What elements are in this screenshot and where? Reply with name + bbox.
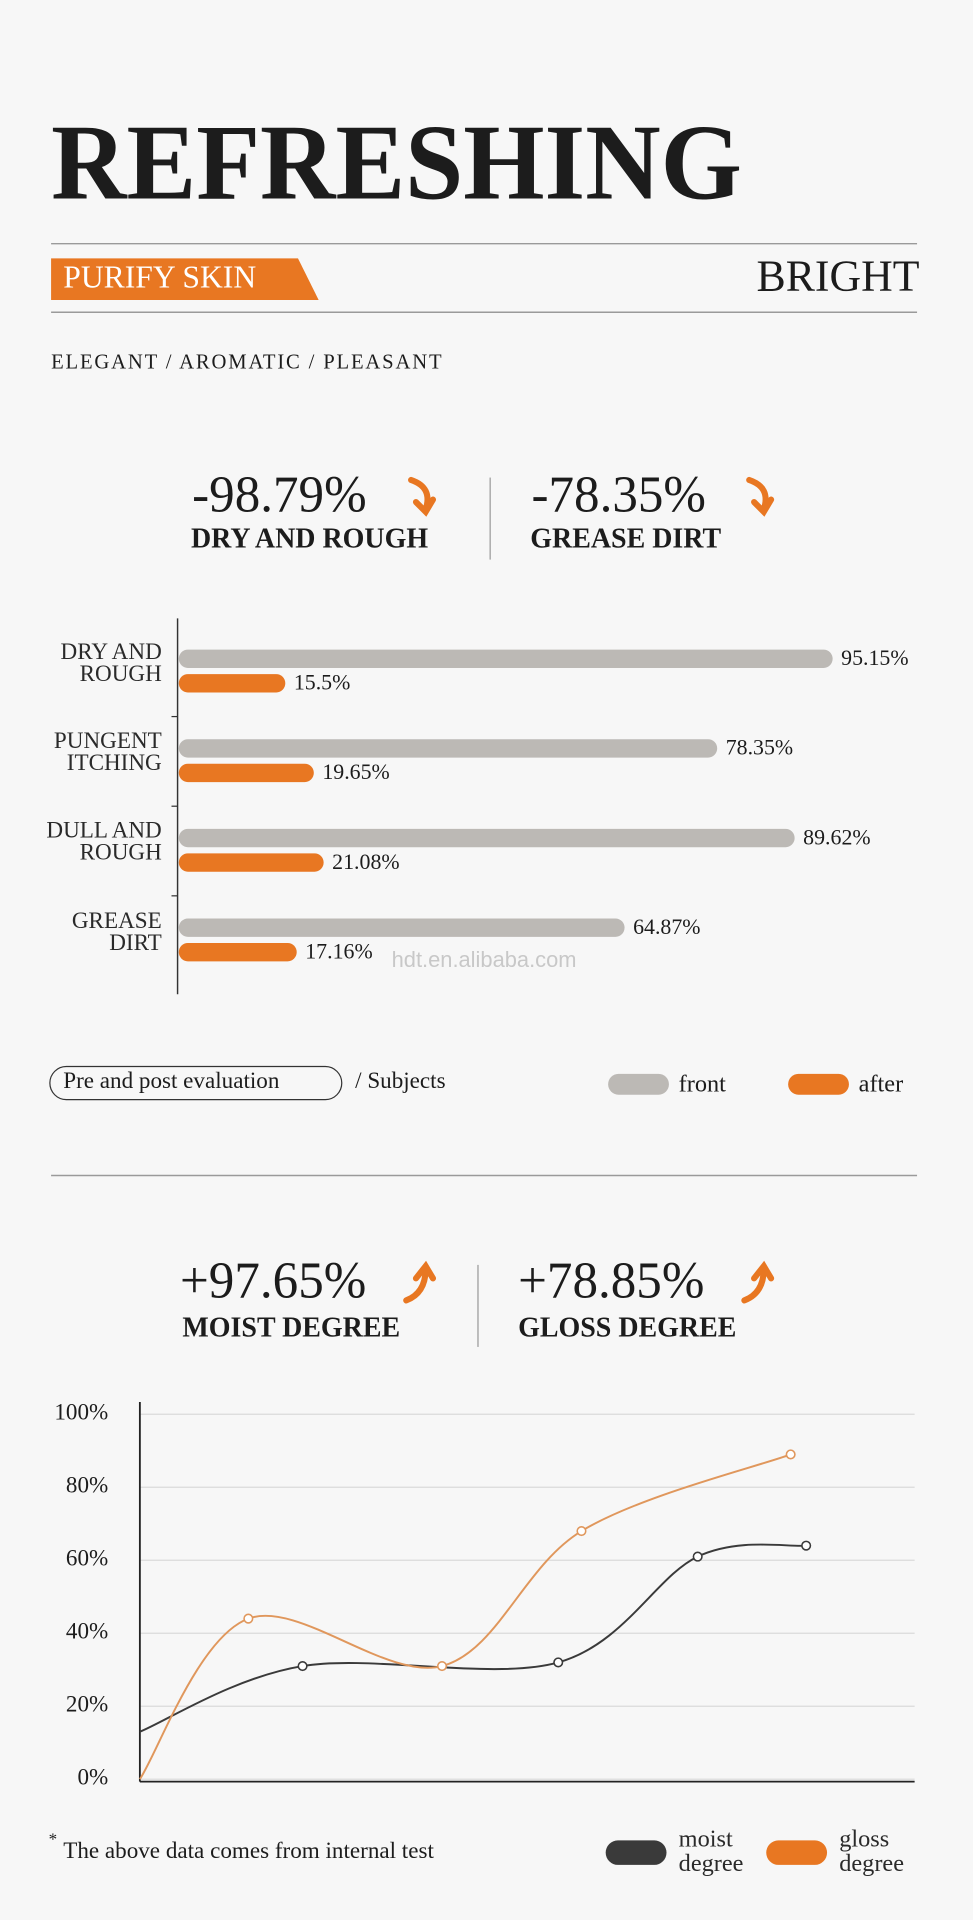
line bbox=[139, 1543, 807, 1733]
point bbox=[692, 1551, 703, 1562]
point bbox=[576, 1525, 587, 1537]
legend-label-box: moist degree bbox=[678, 1826, 744, 1878]
stat-label: GREASE DIRT bbox=[530, 524, 721, 555]
point bbox=[553, 1657, 564, 1668]
bar bbox=[178, 828, 795, 848]
category-label-box: PUNGENT ITCHING bbox=[53, 731, 162, 777]
stat-value: -78.35% bbox=[532, 466, 706, 523]
category-label-box: GREASE DIRT bbox=[71, 910, 162, 956]
category-label-box: DULL AND ROUGH bbox=[46, 820, 162, 867]
line bbox=[139, 1453, 791, 1780]
legend-label-box: gloss degree bbox=[839, 1826, 905, 1878]
tagline: ELEGANT / AROMATIC / PLEASANT bbox=[51, 351, 443, 373]
point bbox=[243, 1613, 254, 1624]
stat-label: DRY AND ROUGH bbox=[191, 524, 428, 555]
stat-label: MOIST DEGREE bbox=[182, 1312, 400, 1343]
y-tick-label: 100% bbox=[54, 1400, 108, 1426]
category-label: GREASE DIRT bbox=[71, 910, 162, 956]
bar bbox=[178, 853, 324, 872]
stat-value: +97.65% bbox=[180, 1252, 366, 1309]
down-arrow bbox=[408, 476, 437, 517]
point bbox=[436, 1660, 448, 1672]
point bbox=[297, 1660, 308, 1672]
legend-swatch bbox=[766, 1840, 828, 1865]
point bbox=[785, 1449, 796, 1460]
legend-swatch bbox=[605, 1840, 667, 1865]
value-label: 17.16% bbox=[305, 938, 372, 963]
title: REFRESHING bbox=[51, 103, 742, 222]
bar-chart: DRY AND ROUGH 95.15% 15.5% PUNGENT ITCHING 7… bbox=[46, 618, 909, 995]
legend-label: after bbox=[859, 1071, 904, 1098]
value-label: 78.35% bbox=[726, 735, 793, 760]
down-arrow bbox=[746, 476, 775, 517]
value-label: 95.15% bbox=[841, 645, 908, 670]
value-label: 89.62% bbox=[803, 824, 870, 849]
badge-bg bbox=[51, 258, 319, 300]
legend-label: gloss degree bbox=[839, 1826, 905, 1878]
legend: moist degree gloss degree bbox=[605, 1826, 905, 1878]
subtitle: BRIGHT bbox=[757, 251, 920, 300]
legend-label: moist degree bbox=[678, 1826, 744, 1878]
legend-swatch bbox=[608, 1073, 669, 1095]
point bbox=[801, 1540, 812, 1551]
y-tick-label: 40% bbox=[66, 1618, 108, 1644]
bar bbox=[178, 942, 297, 962]
footnote-mark: * bbox=[49, 1829, 58, 1848]
stat-label: GLOSS DEGREE bbox=[518, 1312, 736, 1343]
value-label: 19.65% bbox=[322, 759, 389, 784]
up-arrow bbox=[741, 1260, 775, 1304]
up-arrow bbox=[403, 1260, 437, 1304]
note-suffix: / Subjects bbox=[355, 1068, 445, 1094]
category-label: PUNGENT ITCHING bbox=[53, 731, 162, 777]
note: Pre and post evaluation bbox=[63, 1068, 280, 1094]
badge: PURIFY SKIN bbox=[63, 260, 256, 295]
value-label: 21.08% bbox=[332, 849, 399, 874]
category-label: DULL AND ROUGH bbox=[46, 820, 162, 867]
note-pill bbox=[49, 1065, 343, 1101]
stat-value: -98.79% bbox=[192, 466, 366, 523]
stat-value: +78.85% bbox=[518, 1252, 704, 1309]
watermark: hdt.en.alibaba.com bbox=[392, 947, 577, 972]
y-tick-label: 20% bbox=[66, 1691, 108, 1717]
y-tick-label: 80% bbox=[66, 1473, 108, 1499]
legend-swatch bbox=[788, 1073, 849, 1095]
bar bbox=[178, 918, 625, 937]
bar bbox=[178, 763, 314, 783]
legend: front after bbox=[608, 1071, 903, 1098]
footnote: The above data comes from internal test bbox=[63, 1838, 434, 1864]
category-label: DRY AND ROUGH bbox=[60, 641, 162, 687]
bar bbox=[178, 649, 833, 668]
legend-label: front bbox=[679, 1071, 726, 1098]
bar bbox=[178, 674, 286, 693]
y-tick-label: 60% bbox=[66, 1546, 108, 1572]
bar bbox=[178, 739, 718, 758]
category-label-box: DRY AND ROUGH bbox=[60, 641, 162, 687]
value-label: 64.87% bbox=[633, 914, 700, 939]
value-label: 15.5% bbox=[294, 669, 351, 694]
line-chart: 0% 20% 40% 60% 80% 100% bbox=[54, 1400, 915, 1791]
y-tick-label: 0% bbox=[77, 1764, 108, 1790]
